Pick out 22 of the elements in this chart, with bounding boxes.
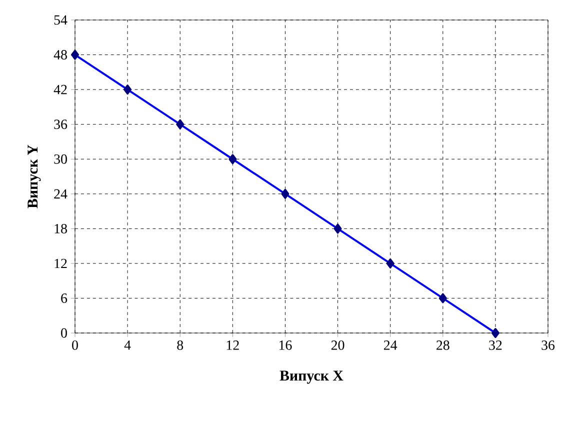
x-tick-label: 20 xyxy=(331,340,344,350)
x-tick-label: 28 xyxy=(436,340,450,350)
x-tick-label: 0 xyxy=(72,340,78,350)
x-tick-label: 8 xyxy=(177,340,184,350)
y-tick-label: 24 xyxy=(54,189,68,199)
x-axis-title: Випуск X xyxy=(280,370,344,384)
y-tick-label: 42 xyxy=(54,84,67,94)
y-tick-label: 6 xyxy=(61,294,68,303)
x-tick-label: 16 xyxy=(279,340,292,350)
x-tick-label: 32 xyxy=(489,340,502,350)
x-tick-label: 36 xyxy=(542,340,555,350)
y-tick-label: 0 xyxy=(61,328,67,338)
y-tick-label: 12 xyxy=(54,258,67,268)
y-tick-label: 48 xyxy=(54,50,67,60)
y-tick-label: 18 xyxy=(54,224,67,234)
y-tick-label: 54 xyxy=(54,15,68,25)
x-tick-label: 12 xyxy=(226,340,239,350)
y-tick-label: 36 xyxy=(54,120,68,130)
y-tick-label: 30 xyxy=(54,154,67,164)
y-axis-title: Випуск Y xyxy=(28,144,41,208)
x-tick-label: 4 xyxy=(124,340,131,350)
x-tick-label: 24 xyxy=(384,340,398,350)
